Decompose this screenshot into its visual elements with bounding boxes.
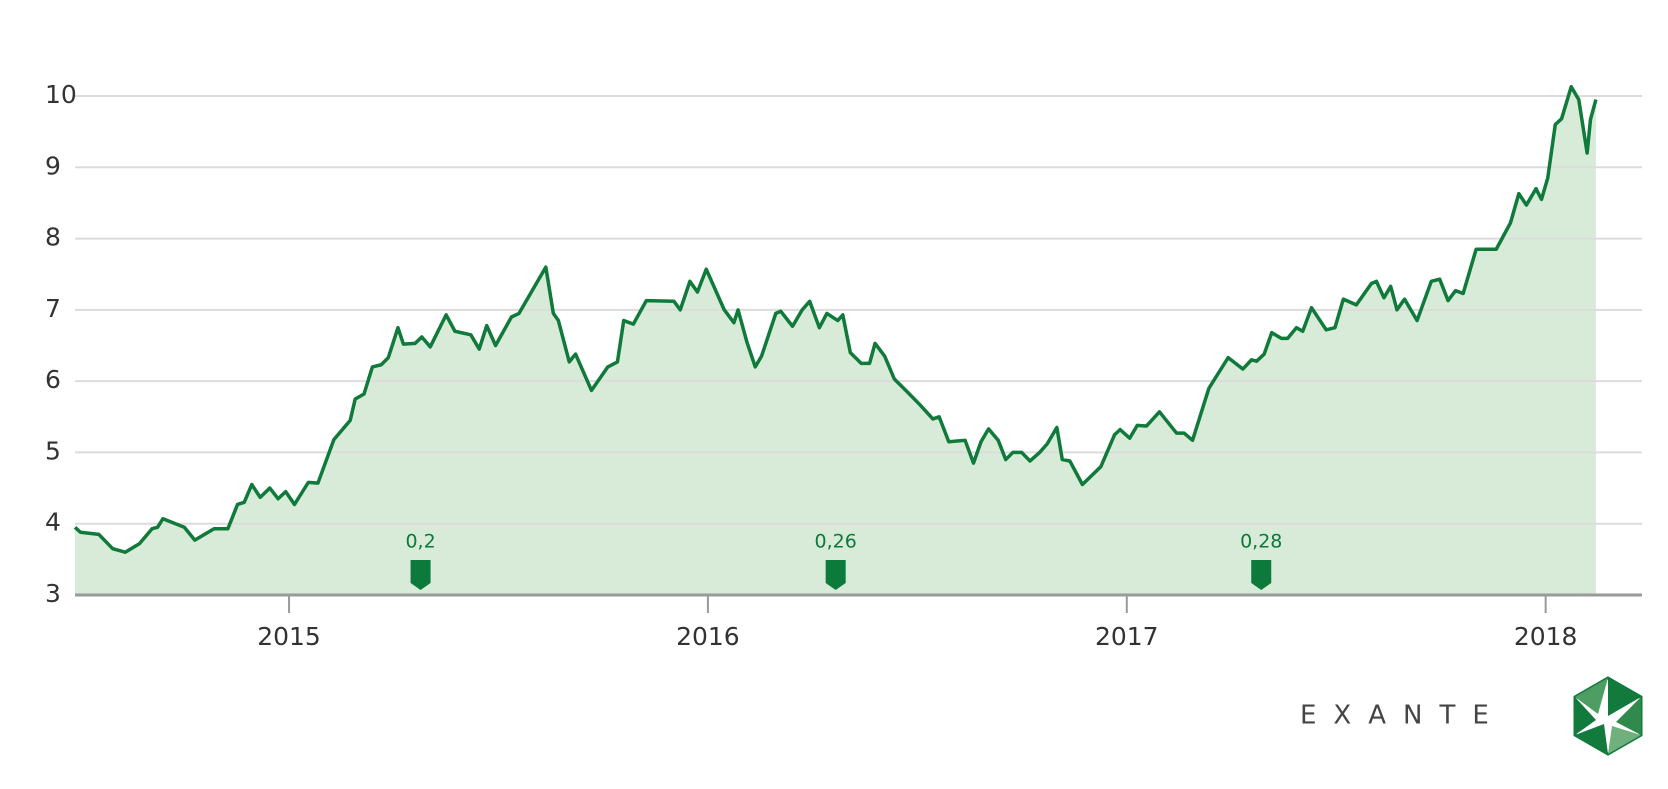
- dividend-marker: [410, 560, 431, 590]
- dividend-label: 0,2: [405, 531, 435, 553]
- dividend-label: 0,26: [815, 531, 857, 553]
- x-tick-label: 2018: [1514, 622, 1578, 651]
- y-tick-label: 10: [45, 80, 77, 109]
- y-tick-label: 7: [45, 294, 61, 323]
- y-tick-label: 8: [45, 223, 61, 252]
- area: [75, 86, 1596, 595]
- logo-icon: [1573, 676, 1643, 756]
- x-tick-label: 2017: [1095, 622, 1159, 651]
- dividend-marker: [825, 560, 846, 590]
- plot: 3 4 5 6 7 8 9 10 2015 2016 2017 2018 0,2 0,26 0,28: [45, 80, 1642, 651]
- x-tick-label: 2016: [676, 622, 740, 651]
- dividend-label: 0,28: [1240, 531, 1282, 553]
- dividend-marker: [1251, 560, 1272, 590]
- line: [73, 84, 1598, 554]
- x-tick-label: 2015: [257, 622, 321, 651]
- logo: EXANTE: [1300, 676, 1643, 756]
- brand-name: EXANTE: [1300, 701, 1506, 731]
- y-tick-label: 5: [45, 436, 61, 465]
- y-tick-label: 9: [45, 151, 61, 180]
- y-tick-label: 3: [45, 579, 61, 608]
- y-tick-label: 6: [45, 365, 61, 394]
- y-tick-label: 4: [45, 508, 61, 537]
